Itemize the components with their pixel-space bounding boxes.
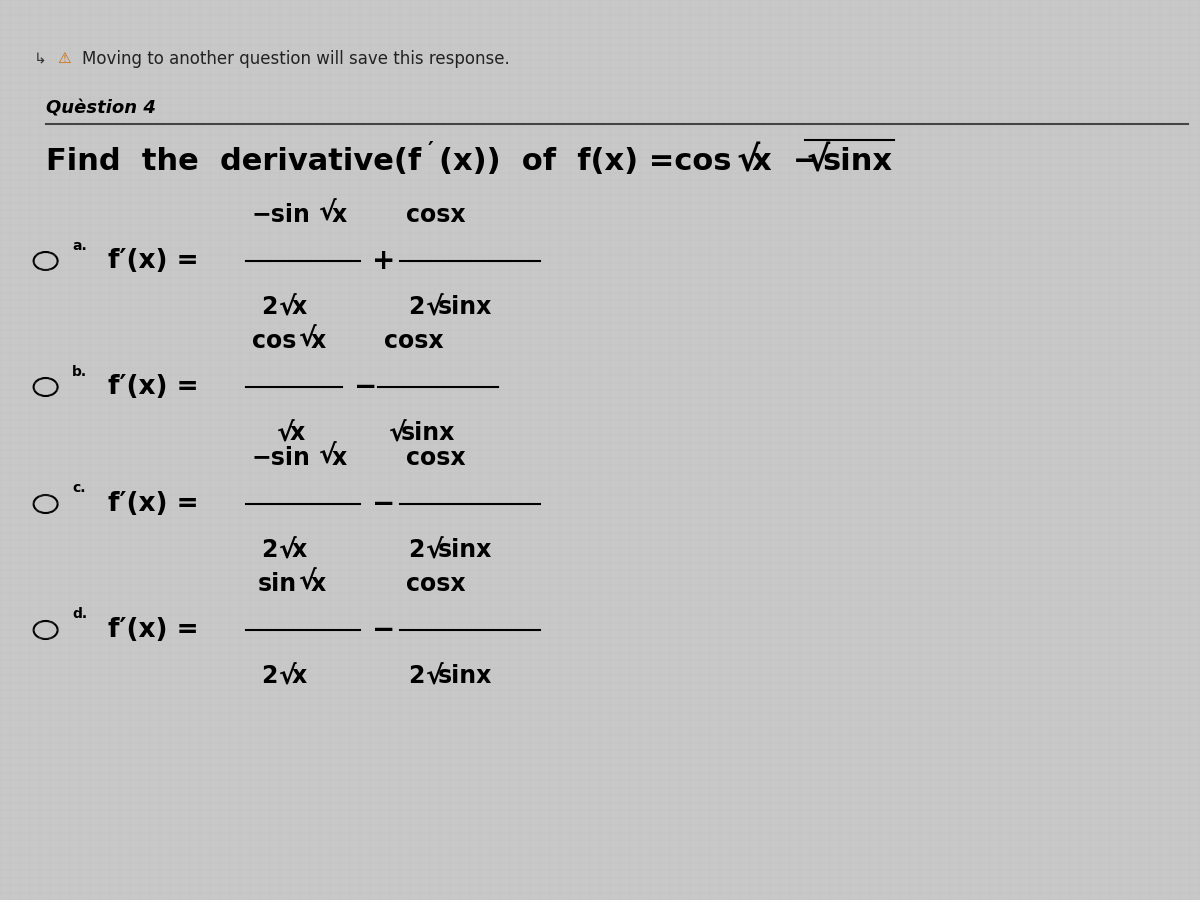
Text: √: √ <box>298 327 316 353</box>
Text: √: √ <box>278 664 296 690</box>
Text: cosx: cosx <box>384 328 444 353</box>
Text: x: x <box>292 295 307 319</box>
Text: −: − <box>354 373 377 401</box>
Text: √: √ <box>388 421 406 447</box>
Text: √: √ <box>806 145 829 179</box>
Text: cosx: cosx <box>406 202 466 227</box>
Text: x: x <box>292 538 307 562</box>
Text: sinx: sinx <box>438 538 492 562</box>
Text: d.: d. <box>72 608 88 622</box>
Text: x  −: x − <box>752 148 818 176</box>
Text: 2: 2 <box>262 664 278 689</box>
Text: ′: ′ <box>427 141 433 161</box>
Text: x: x <box>331 446 347 470</box>
Text: −sin: −sin <box>252 202 311 227</box>
Text: x: x <box>311 572 326 596</box>
Text: f′(x) =: f′(x) = <box>108 374 199 400</box>
Text: 2: 2 <box>408 664 425 689</box>
Text: x: x <box>292 664 307 689</box>
Text: 2: 2 <box>262 538 278 562</box>
Text: √: √ <box>737 145 760 179</box>
Text: sinx: sinx <box>822 148 892 176</box>
Text: f′(x) =: f′(x) = <box>108 491 199 517</box>
Text: ↳: ↳ <box>34 51 47 66</box>
Text: Quèstion 4: Quèstion 4 <box>46 99 156 117</box>
Text: √: √ <box>425 538 443 564</box>
Text: √: √ <box>425 295 443 321</box>
Text: f′(x) =: f′(x) = <box>108 248 199 274</box>
Text: ⚠: ⚠ <box>58 51 71 66</box>
Text: √: √ <box>276 421 294 447</box>
Text: −: − <box>372 616 395 644</box>
Text: √: √ <box>278 538 296 564</box>
Text: 2: 2 <box>408 538 425 562</box>
Text: Moving to another question will save this response.: Moving to another question will save thi… <box>82 50 509 68</box>
Text: 2: 2 <box>408 295 425 319</box>
Text: √: √ <box>278 295 296 321</box>
Text: x: x <box>289 421 305 446</box>
Text: a.: a. <box>72 238 86 253</box>
Text: √: √ <box>425 664 443 690</box>
Text: sinx: sinx <box>401 421 455 446</box>
Text: sinx: sinx <box>438 664 492 689</box>
Text: cos: cos <box>252 328 296 353</box>
Text: −: − <box>372 490 395 518</box>
Text: c.: c. <box>72 482 85 496</box>
Text: b.: b. <box>72 364 88 379</box>
Text: √: √ <box>298 570 316 596</box>
Text: f′(x) =: f′(x) = <box>108 617 199 643</box>
Text: (x))  of  f(x) =cos: (x)) of f(x) =cos <box>439 148 732 176</box>
Text: −sin: −sin <box>252 446 311 470</box>
Text: √: √ <box>318 201 336 227</box>
Text: 2: 2 <box>262 295 278 319</box>
Text: +: + <box>372 247 395 275</box>
Text: x: x <box>331 202 347 227</box>
Text: cosx: cosx <box>406 572 466 596</box>
Text: x: x <box>311 328 326 353</box>
Text: sinx: sinx <box>438 295 492 319</box>
Text: cosx: cosx <box>406 446 466 470</box>
Text: sin: sin <box>258 572 298 596</box>
Text: √: √ <box>318 444 336 470</box>
Text: Find  the  derivative(f: Find the derivative(f <box>46 148 421 176</box>
